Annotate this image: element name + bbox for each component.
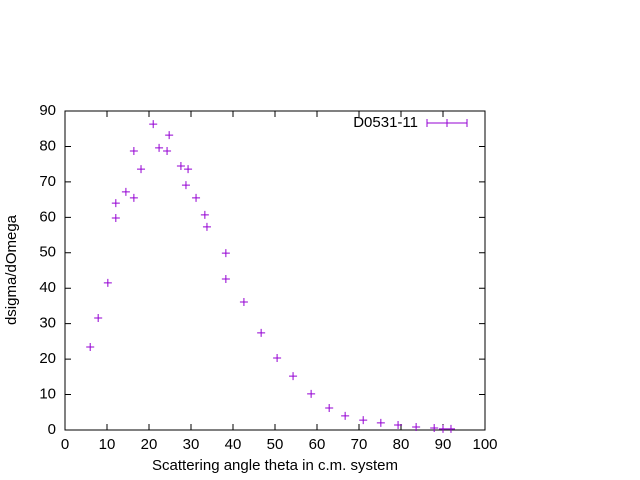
data-point bbox=[239, 298, 248, 307]
data-point bbox=[163, 147, 172, 156]
data-point bbox=[149, 120, 158, 129]
y-tick-label: 60 bbox=[39, 208, 56, 225]
data-point bbox=[446, 424, 455, 433]
x-tick-label: 40 bbox=[225, 436, 242, 453]
x-tick-label: 80 bbox=[393, 436, 410, 453]
data-point bbox=[289, 372, 298, 381]
data-point bbox=[111, 199, 120, 208]
y-tick-label: 70 bbox=[39, 173, 56, 190]
y-tick-label: 0 bbox=[48, 421, 56, 438]
data-point bbox=[155, 143, 164, 152]
y-tick-label: 90 bbox=[39, 102, 56, 119]
x-tick-label: 90 bbox=[435, 436, 452, 453]
legend-symbol bbox=[426, 119, 468, 127]
y-tick-label: 40 bbox=[39, 279, 56, 296]
data-point bbox=[129, 147, 138, 156]
x-tick-label: 30 bbox=[183, 436, 200, 453]
data-point bbox=[176, 161, 185, 170]
data-point bbox=[103, 278, 112, 287]
x-tick-label: 50 bbox=[267, 436, 284, 453]
data-point bbox=[257, 328, 266, 337]
data-point bbox=[129, 193, 138, 202]
x-tick-label: 100 bbox=[472, 436, 497, 453]
data-point bbox=[307, 389, 316, 398]
y-tick-label: 10 bbox=[39, 386, 56, 403]
x-tick-label: 60 bbox=[309, 436, 326, 453]
y-tick-label: 20 bbox=[39, 350, 56, 367]
y-tick-label: 50 bbox=[39, 244, 56, 261]
x-axis-label: Scattering angle theta in c.m. system bbox=[152, 457, 398, 474]
data-point bbox=[221, 249, 230, 258]
x-tick-label: 0 bbox=[61, 436, 69, 453]
data-point bbox=[439, 424, 447, 433]
y-tick-label: 30 bbox=[39, 315, 56, 332]
data-point bbox=[273, 354, 282, 363]
data-point bbox=[412, 422, 421, 431]
y-axis-label: dsigma/dOmega bbox=[3, 214, 20, 325]
data-point bbox=[86, 343, 95, 352]
data-point bbox=[111, 214, 120, 223]
data-point bbox=[359, 416, 368, 425]
data-point bbox=[221, 275, 230, 284]
data-point bbox=[325, 404, 334, 413]
x-tick-label: 20 bbox=[141, 436, 158, 453]
data-point bbox=[192, 193, 201, 202]
legend-label: D0531-11 bbox=[353, 114, 418, 131]
y-tick-label: 80 bbox=[39, 137, 56, 154]
data-point bbox=[430, 424, 439, 433]
data-point bbox=[181, 181, 190, 190]
x-tick-label: 10 bbox=[99, 436, 116, 453]
data-point bbox=[394, 421, 403, 430]
data-point bbox=[341, 411, 350, 420]
data-point bbox=[94, 313, 103, 322]
data-point bbox=[121, 187, 130, 196]
data-point bbox=[376, 418, 385, 427]
x-tick-label: 70 bbox=[351, 436, 368, 453]
data-point bbox=[202, 222, 211, 231]
plot-frame bbox=[64, 110, 486, 431]
data-point bbox=[200, 210, 209, 219]
data-point bbox=[184, 165, 193, 174]
data-point bbox=[137, 165, 146, 174]
data-point bbox=[165, 131, 174, 140]
